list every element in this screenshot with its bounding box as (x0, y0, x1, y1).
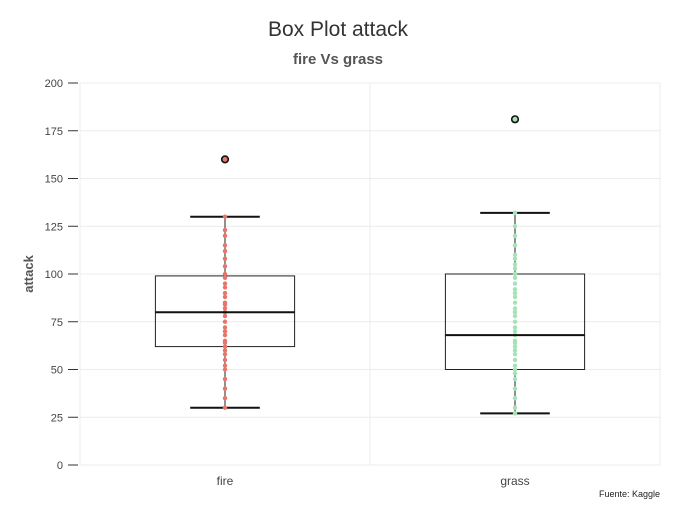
data-point (512, 338, 518, 344)
data-point (512, 329, 518, 334)
data-point (512, 210, 518, 216)
data-point (512, 348, 518, 353)
data-point (222, 271, 228, 277)
data-point (512, 386, 518, 391)
data-point (512, 319, 518, 324)
data-point (512, 352, 518, 357)
y-tick-label: 75 (51, 317, 63, 329)
data-point (512, 243, 518, 248)
outlier-point (510, 115, 520, 124)
data-point (512, 275, 518, 281)
data-point (222, 357, 228, 363)
plot-area (154, 115, 586, 416)
data-point (512, 367, 518, 372)
data-point (512, 357, 518, 363)
data-point (222, 329, 228, 334)
data-point (222, 275, 228, 281)
data-point (512, 252, 518, 258)
data-point (222, 395, 228, 401)
data-point (222, 344, 228, 349)
data-point (512, 325, 518, 330)
data-point (512, 363, 518, 368)
y-tick-label: 100 (45, 269, 63, 281)
x-axis: fire grass (217, 474, 530, 488)
data-point (222, 290, 228, 296)
data-point (512, 233, 518, 238)
chart-title: Box Plot attack (268, 18, 409, 41)
data-point (512, 300, 518, 305)
data-point (222, 248, 228, 254)
y-tick-label: 50 (51, 365, 63, 377)
data-point (222, 233, 228, 238)
data-point (222, 294, 228, 300)
y-axis: 0 25 50 75 100 125 150 175 200 (45, 78, 78, 472)
data-point (222, 264, 228, 269)
data-point (512, 371, 518, 376)
data-point (222, 313, 228, 319)
data-point (222, 319, 228, 324)
y-tick-label: 125 (45, 221, 63, 233)
box-fire (154, 155, 296, 410)
y-tick-label: 200 (45, 78, 63, 90)
chart-subtitle: fire Vs grass (293, 51, 383, 68)
data-point (222, 214, 228, 219)
data-point (512, 271, 518, 277)
grid-lines (79, 82, 661, 466)
data-point (512, 395, 518, 401)
x-tick-label: fire (217, 474, 234, 488)
x-tick-label: grass (500, 474, 529, 488)
y-tick-label: 175 (45, 126, 63, 138)
data-point (512, 376, 518, 382)
data-point (222, 338, 228, 344)
data-point (512, 306, 518, 311)
data-point (222, 227, 228, 233)
data-point (222, 386, 228, 391)
data-point (512, 281, 518, 286)
data-point (512, 294, 518, 300)
data-point (512, 310, 518, 315)
data-point (512, 224, 518, 229)
data-point (512, 266, 518, 271)
chart-caption: Fuente: Kaggle (599, 489, 660, 499)
y-tick-label: 150 (45, 174, 63, 186)
data-point (222, 376, 228, 382)
data-point (222, 348, 228, 353)
data-point (512, 287, 518, 292)
data-point (222, 256, 228, 261)
data-point (222, 325, 228, 330)
data-point (512, 262, 518, 267)
data-point (512, 290, 518, 296)
data-point (222, 405, 228, 410)
data-point (222, 352, 228, 357)
data-point (512, 344, 518, 349)
data-point (222, 306, 228, 311)
data-point (222, 367, 228, 372)
box-grass (444, 115, 586, 416)
data-point (222, 243, 228, 248)
data-point (222, 363, 228, 368)
y-tick-label: 25 (51, 412, 63, 424)
data-point (512, 256, 518, 261)
data-point (512, 313, 518, 319)
data-point (512, 405, 518, 410)
data-point (222, 332, 228, 338)
data-point (222, 281, 228, 286)
y-tick-label: 0 (57, 460, 63, 472)
data-point (222, 285, 228, 290)
data-point (222, 300, 228, 305)
y-axis-label: attack (21, 254, 36, 292)
data-point (512, 411, 518, 416)
outlier-point (220, 155, 230, 164)
